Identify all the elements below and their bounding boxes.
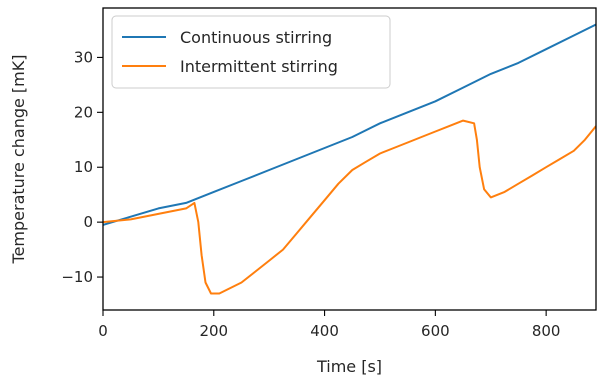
y-axis: −10 0 10 20 30 bbox=[61, 48, 103, 286]
x-tick-label: 800 bbox=[532, 322, 561, 340]
x-tick-label: 600 bbox=[421, 322, 450, 340]
x-axis: 0 200 400 600 800 bbox=[98, 310, 560, 340]
x-axis-label: Time [s] bbox=[316, 357, 382, 376]
series-line-2 bbox=[103, 119, 596, 295]
series-line-1 bbox=[103, 23, 596, 226]
y-tick-label: −10 bbox=[61, 268, 93, 286]
x-tick-label: 200 bbox=[199, 322, 228, 340]
y-tick-label: 10 bbox=[74, 158, 93, 176]
legend-label-1: Continuous stirring bbox=[180, 28, 332, 47]
y-tick-label: 20 bbox=[74, 103, 93, 121]
y-axis-label: Temperature change [mK] bbox=[9, 55, 28, 265]
x-tick-label: 0 bbox=[98, 322, 108, 340]
plot-frame bbox=[102, 7, 597, 311]
y-tick-label: 0 bbox=[83, 213, 93, 231]
legend-box bbox=[111, 15, 391, 89]
x-tick-label: 400 bbox=[310, 322, 339, 340]
legend: Continuous stirring Intermittent stirring bbox=[111, 15, 391, 89]
legend-label-2: Intermittent stirring bbox=[180, 57, 338, 76]
series-lines bbox=[103, 23, 596, 295]
y-tick-label: 30 bbox=[74, 48, 93, 66]
